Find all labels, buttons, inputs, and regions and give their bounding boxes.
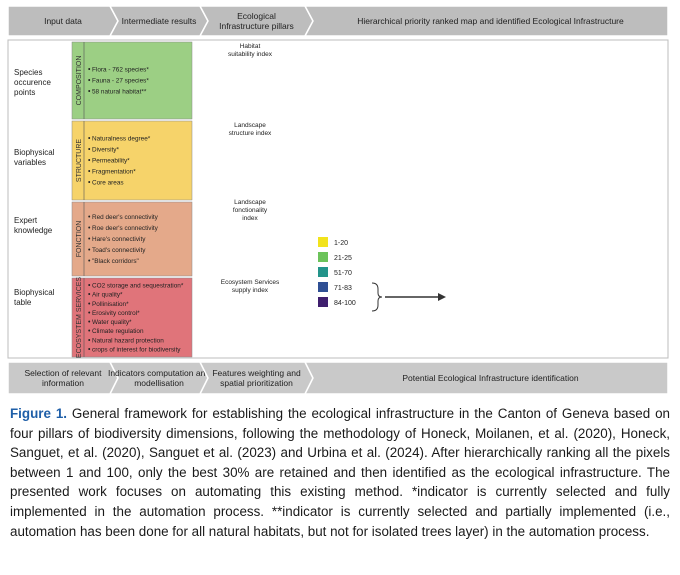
bullet: •: [88, 78, 91, 85]
bullet: •: [88, 247, 91, 254]
pillar-item: Roe deer's connectivity: [92, 225, 159, 232]
bullet: •: [88, 89, 91, 96]
arrow-head: [438, 293, 446, 301]
brace: [371, 282, 383, 312]
map-label: Landscape fonctionality index: [233, 199, 268, 222]
pillar-item: Permeability*: [92, 158, 130, 165]
caption-label: Figure 1.: [10, 406, 67, 421]
header-shape: [303, 5, 669, 37]
pillar-item: crops of interest for biodiversity: [92, 346, 181, 353]
bullet: •: [88, 301, 91, 308]
pillar-name: STRUCTURE: [76, 139, 83, 182]
footer-label: Potential Ecological Infrastructure iden…: [402, 373, 579, 383]
pillar-item: Flora - 762 species*: [92, 67, 149, 74]
bullet: •: [88, 346, 91, 353]
pillar-item: CO2 storage and sequestration*: [92, 283, 184, 290]
footer-label: Features weighting and spatial prioritiza…: [212, 368, 301, 388]
legend-label: 51-70: [334, 270, 352, 277]
bullet: •: [88, 180, 91, 187]
input-label: Biophysical table: [14, 288, 55, 307]
input-label: Biophysical variables: [14, 148, 55, 167]
pillar-item: Hare's connectivity: [92, 236, 146, 243]
input-label: Species occurence points: [14, 68, 51, 97]
framework-diagram: Input data Intermediate results Ecological…: [7, 5, 669, 395]
pillar-item: Toad's connectivity: [92, 247, 146, 254]
header-label: Ecological Infrastructure pillars: [219, 11, 294, 31]
pillar-item: Erosivity control*: [92, 310, 140, 317]
legend-swatch: [318, 267, 328, 277]
map-label: Habitat suitability index: [228, 43, 273, 58]
pillar-name: FONCTION: [76, 221, 83, 258]
pillar-item: Diversity*: [92, 147, 119, 154]
legend-swatch: [318, 282, 328, 292]
pillar-item: Natural hazard protection: [92, 337, 164, 344]
caption-text: General framework for establishing the e…: [10, 406, 670, 539]
pillar-item: Climate regulation: [92, 328, 144, 335]
bullet: •: [88, 169, 91, 176]
bullet: •: [88, 236, 91, 243]
footer-shape: [303, 361, 669, 395]
legend-label: 21-25: [334, 255, 352, 262]
pillar-item: Naturalness degree*: [92, 136, 151, 143]
map-label: Landscape structure index: [229, 122, 272, 137]
pillar-item: 58 natural habitat**: [92, 89, 147, 96]
header-label: Input data: [44, 16, 82, 26]
pillar-box: [71, 120, 193, 201]
bullet: •: [88, 225, 91, 232]
input-label: Expert knowledge: [14, 216, 53, 235]
pillar-name: ECOSYSTEM SERVICES: [76, 277, 83, 359]
pillar-box: [71, 277, 193, 358]
bullet: •: [88, 283, 91, 290]
bullet: •: [88, 158, 91, 165]
pillar-item: Core areas: [92, 180, 124, 187]
pillar-item: Fauna - 27 species*: [92, 78, 149, 85]
bullet: •: [88, 136, 91, 143]
figure-caption: Figure 1. General framework for establis…: [10, 404, 670, 541]
legend-swatch: [318, 252, 328, 262]
legend-label: 1-20: [334, 240, 348, 247]
bullet: •: [88, 328, 91, 335]
legend-label: 84-100: [334, 300, 356, 307]
pillar-name: COMPOSITION: [76, 56, 83, 106]
footer-label: Selection of relevant information: [24, 368, 102, 388]
pillar-item: Pollinisation*: [92, 301, 129, 308]
pillar-item: Air quality*: [92, 292, 123, 299]
pillar-item: Water quality*: [92, 319, 132, 326]
bullet: •: [88, 147, 91, 154]
pillar-item: Fragmentation*: [92, 169, 136, 176]
pillar-item: Red deer's connectivity: [92, 214, 159, 221]
bullet: •: [88, 310, 91, 317]
header-label: Hierarchical priority ranked map and ide…: [357, 16, 624, 26]
bullet: •: [88, 292, 91, 299]
pillar-box: [71, 41, 193, 120]
bullet: •: [88, 258, 91, 265]
legend-swatch: [318, 237, 328, 247]
bullet: •: [88, 337, 91, 344]
legend-swatch: [318, 297, 328, 307]
bullet: •: [88, 67, 91, 74]
pillar-box: [71, 201, 193, 277]
header-label: Intermediate results: [122, 16, 197, 26]
legend-label: 71-83: [334, 285, 352, 292]
map-label: Ecosystem Services supply index: [221, 279, 280, 294]
footer-label: Indicators computation and modellisation: [108, 368, 210, 388]
bullet: •: [88, 214, 91, 221]
bullet: •: [88, 319, 91, 326]
pillar-item: "Black corridors": [92, 258, 139, 265]
